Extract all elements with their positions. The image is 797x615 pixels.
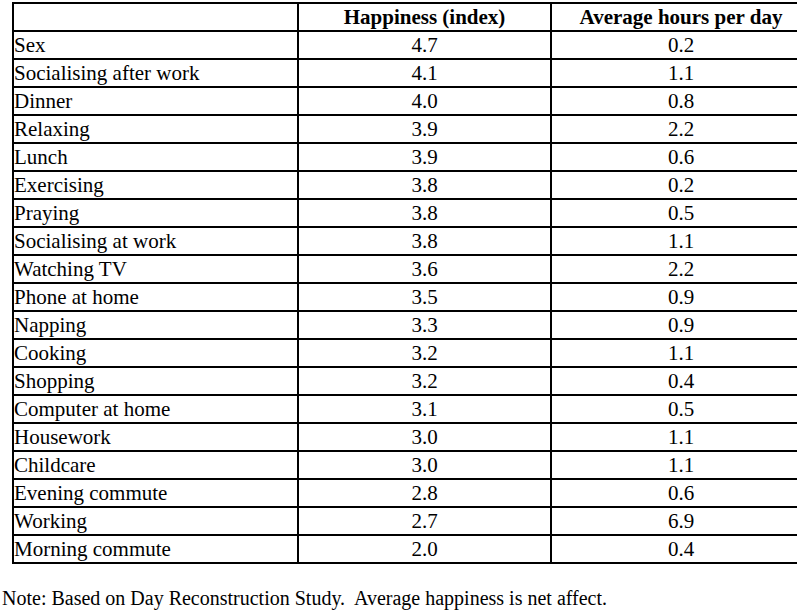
hours-cell: 0.2 <box>551 171 797 199</box>
activity-cell: Evening commute <box>13 479 298 507</box>
hours-cell: 0.9 <box>551 283 797 311</box>
happiness-cell: 3.8 <box>298 199 551 227</box>
hours-cell: 0.2 <box>551 31 797 59</box>
hours-cell: 1.1 <box>551 451 797 479</box>
table-row: Computer at home 3.1 0.5 <box>13 395 797 423</box>
table-row: Dinner 4.0 0.8 <box>13 87 797 115</box>
column-header-hours: Average hours per day <box>551 3 797 31</box>
table-row: Socialising at work 3.8 1.1 <box>13 227 797 255</box>
hours-cell: 1.1 <box>551 339 797 367</box>
table-row: Exercising 3.8 0.2 <box>13 171 797 199</box>
table-row: Cooking 3.2 1.1 <box>13 339 797 367</box>
hours-cell: 2.2 <box>551 255 797 283</box>
hours-cell: 1.1 <box>551 423 797 451</box>
table-row: Childcare 3.0 1.1 <box>13 451 797 479</box>
table-row: Morning commute 2.0 0.4 <box>13 535 797 563</box>
table-row: Phone at home 3.5 0.9 <box>13 283 797 311</box>
table-row: Lunch 3.9 0.6 <box>13 143 797 171</box>
activity-cell: Relaxing <box>13 115 298 143</box>
activity-cell: Socialising at work <box>13 227 298 255</box>
column-header-activity <box>13 3 298 31</box>
hours-cell: 1.1 <box>551 59 797 87</box>
activity-cell: Lunch <box>13 143 298 171</box>
happiness-cell: 3.2 <box>298 367 551 395</box>
table-body: Sex 4.7 0.2 Socialising after work 4.1 1… <box>13 31 797 563</box>
happiness-cell: 2.0 <box>298 535 551 563</box>
table-row: Praying 3.8 0.5 <box>13 199 797 227</box>
happiness-cell: 2.7 <box>298 507 551 535</box>
activity-cell: Watching TV <box>13 255 298 283</box>
hours-cell: 0.6 <box>551 479 797 507</box>
activity-cell: Napping <box>13 311 298 339</box>
table-row: Sex 4.7 0.2 <box>13 31 797 59</box>
hours-cell: 0.8 <box>551 87 797 115</box>
happiness-cell: 3.3 <box>298 311 551 339</box>
table-row: Housework 3.0 1.1 <box>13 423 797 451</box>
hours-cell: 1.1 <box>551 227 797 255</box>
hours-cell: 0.4 <box>551 367 797 395</box>
activity-cell: Morning commute <box>13 535 298 563</box>
activity-cell: Cooking <box>13 339 298 367</box>
happiness-cell: 4.7 <box>298 31 551 59</box>
happiness-cell: 3.5 <box>298 283 551 311</box>
happiness-cell: 3.9 <box>298 143 551 171</box>
happiness-cell: 3.0 <box>298 451 551 479</box>
activity-cell: Exercising <box>13 171 298 199</box>
table-row: Relaxing 3.9 2.2 <box>13 115 797 143</box>
activity-cell: Computer at home <box>13 395 298 423</box>
activity-cell: Dinner <box>13 87 298 115</box>
footnote: Note: Based on Day Reconstruction Study.… <box>2 586 607 610</box>
table-row: Shopping 3.2 0.4 <box>13 367 797 395</box>
happiness-cell: 3.6 <box>298 255 551 283</box>
table-row: Evening commute 2.8 0.6 <box>13 479 797 507</box>
activity-cell: Shopping <box>13 367 298 395</box>
hours-cell: 0.6 <box>551 143 797 171</box>
happiness-cell: 3.9 <box>298 115 551 143</box>
activities-table: Happiness (index) Average hours per day … <box>12 2 797 564</box>
happiness-cell: 3.2 <box>298 339 551 367</box>
happiness-cell: 2.8 <box>298 479 551 507</box>
table-row: Working 2.7 6.9 <box>13 507 797 535</box>
table-header-row: Happiness (index) Average hours per day <box>13 3 797 31</box>
happiness-cell: 3.8 <box>298 171 551 199</box>
happiness-cell: 4.0 <box>298 87 551 115</box>
activity-cell: Sex <box>13 31 298 59</box>
hours-cell: 0.4 <box>551 535 797 563</box>
table-row: Watching TV 3.6 2.2 <box>13 255 797 283</box>
hours-cell: 6.9 <box>551 507 797 535</box>
happiness-cell: 4.1 <box>298 59 551 87</box>
hours-cell: 0.9 <box>551 311 797 339</box>
activity-cell: Socialising after work <box>13 59 298 87</box>
activity-cell: Praying <box>13 199 298 227</box>
table-row: Socialising after work 4.1 1.1 <box>13 59 797 87</box>
happiness-cell: 3.8 <box>298 227 551 255</box>
activity-cell: Working <box>13 507 298 535</box>
activity-cell: Housework <box>13 423 298 451</box>
activity-cell: Phone at home <box>13 283 298 311</box>
hours-cell: 0.5 <box>551 395 797 423</box>
activity-cell: Childcare <box>13 451 298 479</box>
hours-cell: 2.2 <box>551 115 797 143</box>
happiness-cell: 3.0 <box>298 423 551 451</box>
happiness-cell: 3.1 <box>298 395 551 423</box>
column-header-happiness: Happiness (index) <box>298 3 551 31</box>
table-row: Napping 3.3 0.9 <box>13 311 797 339</box>
hours-cell: 0.5 <box>551 199 797 227</box>
